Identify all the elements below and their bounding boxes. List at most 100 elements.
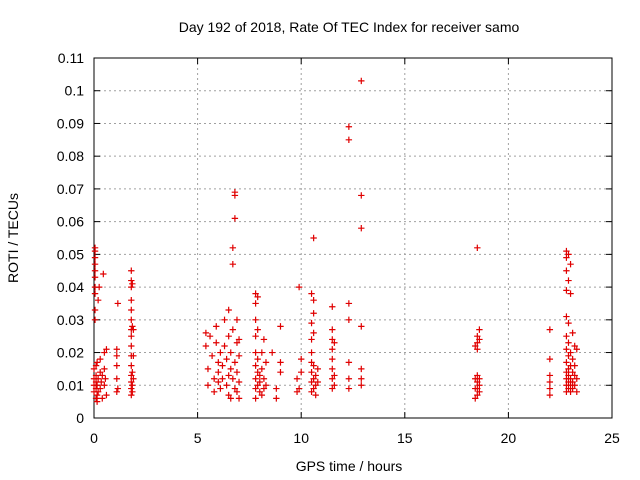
data-point bbox=[97, 355, 104, 363]
data-point bbox=[329, 303, 336, 310]
data-point bbox=[567, 349, 574, 356]
data-point bbox=[308, 319, 315, 327]
data-point bbox=[91, 244, 99, 252]
data-point bbox=[229, 260, 237, 268]
data-point bbox=[563, 368, 570, 376]
data-point bbox=[213, 323, 220, 330]
tick-labels: 0 0.01 0.02 0.03 0.04 0.05 0.06 0.07 0.08 0.09 0.1… bbox=[57, 50, 620, 446]
data-point bbox=[215, 359, 222, 366]
data-point bbox=[358, 323, 365, 330]
data-point bbox=[563, 332, 570, 340]
data-point bbox=[91, 254, 99, 261]
data-point bbox=[273, 395, 280, 402]
grid-lines bbox=[94, 58, 612, 418]
data-point bbox=[101, 382, 108, 389]
data-point bbox=[233, 388, 241, 396]
data-point bbox=[227, 395, 234, 402]
data-point bbox=[563, 313, 570, 320]
data-point bbox=[565, 339, 572, 346]
y-tick-label: 0.08 bbox=[57, 148, 84, 164]
data-point bbox=[252, 362, 259, 369]
data-point bbox=[345, 375, 353, 382]
data-point bbox=[567, 260, 574, 268]
data-point bbox=[345, 316, 353, 324]
data-point bbox=[217, 385, 224, 392]
data-point bbox=[114, 300, 122, 307]
data-point bbox=[113, 362, 120, 369]
data-point bbox=[474, 378, 481, 386]
data-point bbox=[358, 375, 365, 382]
data-point bbox=[565, 319, 572, 327]
data-point bbox=[474, 332, 481, 340]
data-point bbox=[314, 365, 321, 373]
data-point bbox=[252, 349, 259, 356]
data-point bbox=[260, 375, 268, 382]
data-point bbox=[277, 359, 284, 366]
y-tick-label: 0.01 bbox=[57, 377, 84, 393]
data-point bbox=[233, 316, 241, 324]
data-point bbox=[235, 395, 243, 402]
data-point bbox=[233, 339, 241, 346]
data-point bbox=[128, 316, 135, 324]
data-point bbox=[298, 355, 305, 363]
data-point bbox=[312, 372, 319, 379]
data-point bbox=[571, 382, 578, 389]
y-tick-label: 0.06 bbox=[57, 214, 84, 230]
y-tick-label: 0.11 bbox=[58, 50, 84, 66]
data-point bbox=[129, 368, 136, 376]
data-point bbox=[563, 359, 570, 366]
data-point bbox=[235, 336, 243, 343]
data-point bbox=[563, 254, 570, 261]
data-point bbox=[225, 332, 232, 340]
data-point bbox=[91, 274, 99, 281]
data-point bbox=[91, 260, 99, 268]
data-point bbox=[563, 247, 570, 255]
data-point bbox=[229, 244, 237, 252]
data-point bbox=[128, 362, 135, 369]
data-point bbox=[260, 385, 268, 392]
data-point bbox=[569, 355, 576, 363]
data-point bbox=[329, 326, 336, 333]
data-point bbox=[100, 270, 107, 278]
data-point bbox=[472, 375, 479, 382]
data-point bbox=[474, 339, 481, 346]
data-point bbox=[90, 365, 98, 373]
data-point bbox=[262, 359, 270, 366]
data-point bbox=[227, 365, 234, 373]
data-point bbox=[128, 283, 135, 291]
y-tick-label: 0.07 bbox=[57, 181, 84, 197]
y-tick-label: 0.03 bbox=[57, 312, 84, 328]
data-point bbox=[225, 306, 232, 314]
data-point bbox=[546, 372, 554, 379]
data-point bbox=[358, 192, 365, 199]
data-point bbox=[308, 378, 315, 386]
data-point bbox=[91, 306, 99, 314]
data-point bbox=[258, 365, 266, 373]
data-point bbox=[476, 326, 483, 333]
data-point bbox=[345, 359, 353, 366]
data-point bbox=[217, 349, 224, 356]
data-point bbox=[91, 267, 99, 274]
data-point bbox=[93, 391, 101, 399]
data-point bbox=[252, 375, 259, 382]
data-point bbox=[252, 300, 259, 307]
data-point bbox=[113, 346, 120, 353]
data-point bbox=[93, 359, 101, 366]
data-point bbox=[567, 388, 574, 396]
data-point bbox=[293, 388, 301, 396]
data-point bbox=[329, 385, 336, 392]
data-point bbox=[565, 251, 572, 258]
data-point bbox=[273, 385, 280, 392]
data-point bbox=[573, 346, 580, 353]
data-point bbox=[573, 375, 580, 382]
data-point bbox=[128, 391, 135, 399]
data-point bbox=[256, 388, 263, 396]
data-point bbox=[233, 368, 241, 376]
data-point bbox=[472, 342, 479, 350]
data-point bbox=[128, 342, 135, 350]
data-point bbox=[101, 365, 108, 373]
data-point bbox=[219, 362, 226, 369]
y-tick-label: 0.04 bbox=[57, 279, 84, 295]
data-point bbox=[308, 349, 315, 356]
